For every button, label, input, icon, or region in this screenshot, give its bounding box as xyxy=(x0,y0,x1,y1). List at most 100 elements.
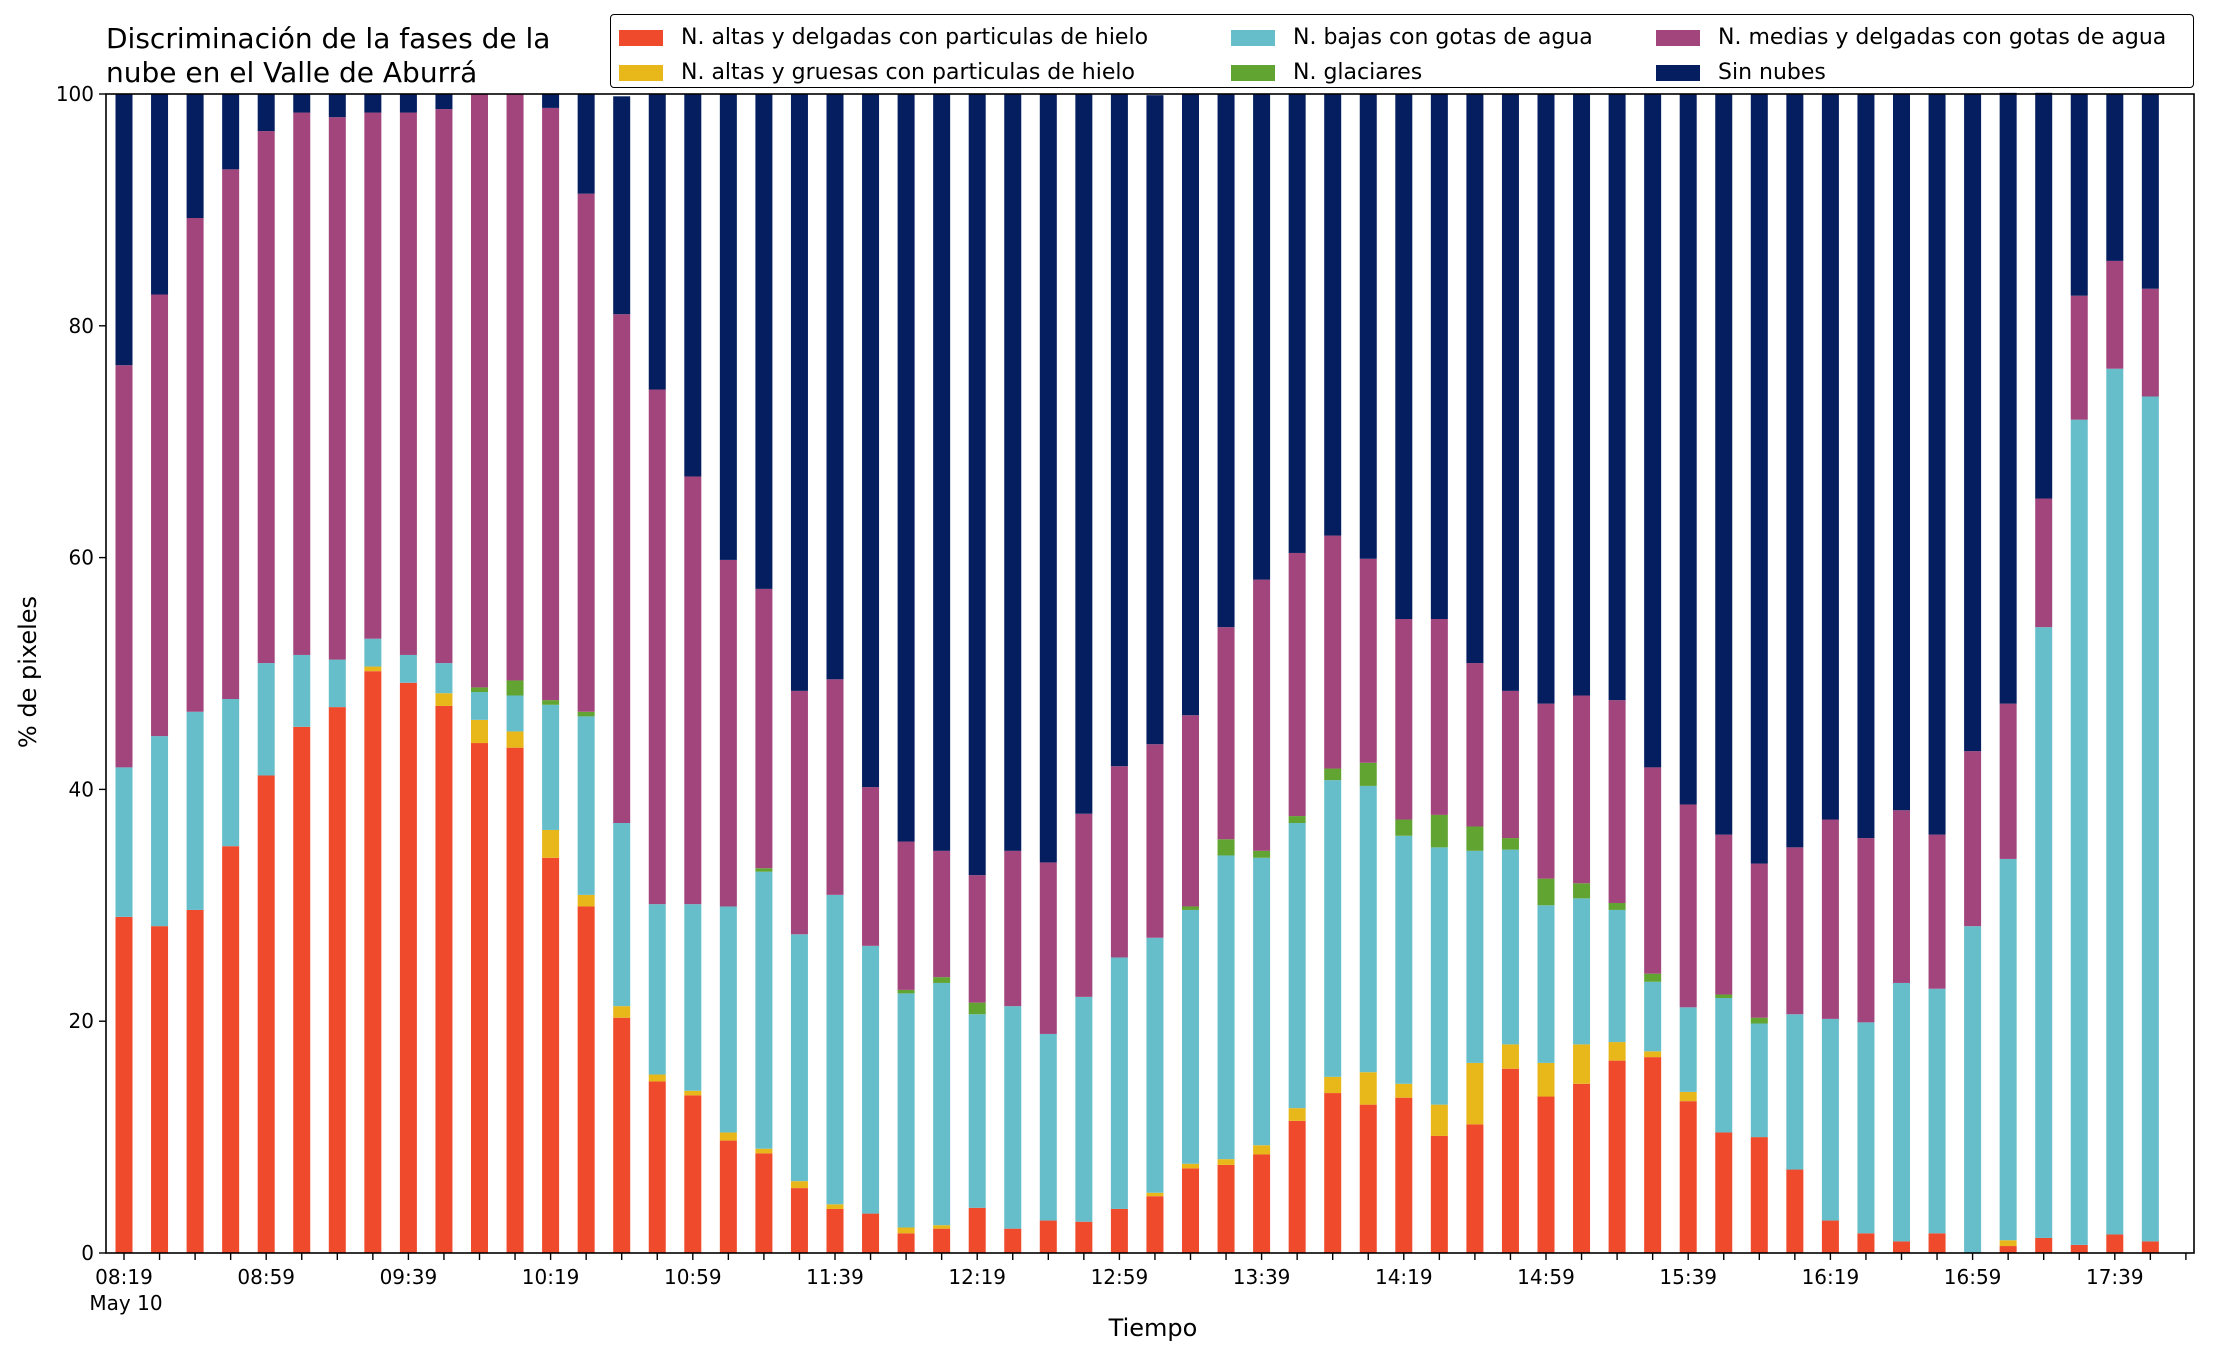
bar-segment-1 xyxy=(755,1153,773,1253)
bar-segment-2 xyxy=(1253,1145,1271,1155)
bar-segment-4 xyxy=(933,977,951,983)
chart-title: Discriminación de la fases de la nube en … xyxy=(106,22,550,90)
bar-segment-6 xyxy=(1466,94,1484,664)
bar-segment-3 xyxy=(1999,858,2017,1241)
axes-layer: 0 20 40 60 80 100 08:19 08:59 09:39 10:19 10:59 11:… xyxy=(56,82,2195,1315)
bar-segment-1 xyxy=(1608,1060,1626,1253)
legend-item: N. glaciares xyxy=(1231,60,1422,85)
bar-segment-1 xyxy=(2035,1237,2053,1253)
x-tick-label: 17:39 xyxy=(2086,1265,2144,1289)
bar-segment-2 xyxy=(897,1227,915,1234)
bar-segment-6 xyxy=(1893,94,1910,811)
bar-segment-2 xyxy=(719,1132,737,1141)
bar-segment-1 xyxy=(613,1017,631,1253)
bar-segment-2 xyxy=(1182,1163,1199,1169)
bar-segment-6 xyxy=(577,94,595,194)
bar-segment-1 xyxy=(2106,1234,2124,1253)
bar-segment-2 xyxy=(1537,1062,1555,1097)
bar-segment-6 xyxy=(1999,92,2017,704)
bar-segment-3 xyxy=(1928,988,1946,1234)
bar-segment-6 xyxy=(1964,94,1982,752)
bar-segment-6 xyxy=(328,94,346,118)
bar-segment-4 xyxy=(1608,902,1626,910)
bar-segment-1 xyxy=(115,916,133,1253)
bar-segment-2 xyxy=(1359,1072,1377,1105)
y-tick-label: 40 xyxy=(69,777,94,801)
bar-segment-5 xyxy=(684,476,702,905)
bar-segment-6 xyxy=(435,94,453,110)
bar-segment-3 xyxy=(115,767,133,917)
bars-layer xyxy=(115,92,2159,1253)
bar-segment-6 xyxy=(1039,94,1057,863)
bar-segment-3 xyxy=(1537,905,1555,1063)
bar-segment-3 xyxy=(790,934,808,1182)
y-tick-label: 80 xyxy=(69,314,94,338)
bar-segment-5 xyxy=(1786,847,1804,1015)
x-tick-label: 14:19 xyxy=(1375,1265,1433,1289)
bar-segment-4 xyxy=(577,711,595,717)
bar-segment-5 xyxy=(1964,751,1982,927)
bar-segment-4 xyxy=(471,687,488,693)
bar-segment-5 xyxy=(186,218,204,712)
bar-segment-5 xyxy=(115,365,133,768)
bar-segment-2 xyxy=(684,1090,702,1096)
bar-segment-6 xyxy=(293,94,311,113)
bar-segment-4 xyxy=(1501,838,1519,850)
legend-label: N. glaciares xyxy=(1293,60,1423,85)
bar-segment-5 xyxy=(1182,715,1199,907)
bar-segment-6 xyxy=(1004,94,1022,851)
bar-segment-3 xyxy=(1430,847,1448,1105)
legend-label: N. altas y delgadas con particulas de hi… xyxy=(681,25,1149,50)
bar-segment-3 xyxy=(968,1014,986,1208)
legend-item: N. altas y delgadas con particulas de hi… xyxy=(619,25,1148,50)
bar-segment-3 xyxy=(1573,898,1591,1045)
x-tick-label: 12:59 xyxy=(1091,1265,1149,1289)
bar-segment-3 xyxy=(1288,823,1306,1109)
bar-segment-5 xyxy=(790,690,808,935)
bar-segment-5 xyxy=(1324,535,1342,769)
legend-item: N. altas y gruesas con particulas de hie… xyxy=(619,60,1135,85)
bar-segment-3 xyxy=(1644,981,1662,1052)
bar-segment-3 xyxy=(826,894,844,1205)
bar-segment-4 xyxy=(1217,839,1235,856)
bar-segment-1 xyxy=(719,1140,737,1253)
bar-segment-2 xyxy=(826,1204,844,1209)
bar-segment-6 xyxy=(1110,94,1128,767)
bar-segment-1 xyxy=(1750,1137,1768,1253)
x-tick-label: 08:19 xyxy=(95,1265,153,1289)
x-tick-label: 12:19 xyxy=(948,1265,1006,1289)
bar-segment-1 xyxy=(790,1188,808,1253)
bar-segment-5 xyxy=(1928,834,1946,989)
bar-segment-5 xyxy=(1039,862,1057,1034)
bar-segment-2 xyxy=(1395,1083,1413,1098)
bar-segment-5 xyxy=(1359,558,1377,763)
bar-segment-3 xyxy=(151,736,169,927)
bar-segment-3 xyxy=(648,904,666,1075)
bar-segment-5 xyxy=(1999,703,2017,859)
bar-segment-6 xyxy=(257,94,275,132)
bar-segment-1 xyxy=(328,707,346,1253)
bar-segment-5 xyxy=(1004,850,1022,1007)
bar-segment-4 xyxy=(1573,883,1591,899)
bar-segment-6 xyxy=(399,94,417,113)
bar-segment-3 xyxy=(506,695,524,732)
bar-segment-6 xyxy=(684,94,702,477)
bar-segment-4 xyxy=(1715,994,1733,999)
bar-segment-3 xyxy=(222,699,240,847)
bar-segment-6 xyxy=(1146,95,1164,745)
plot-frame xyxy=(105,93,2195,1254)
bar-segment-4 xyxy=(897,989,915,994)
y-tick-label: 20 xyxy=(69,1009,94,1033)
bar-segment-6 xyxy=(1359,94,1377,559)
bar-segment-2 xyxy=(542,829,560,858)
bar-segment-2 xyxy=(506,731,524,748)
x-tick-label: 08:59 xyxy=(237,1265,295,1289)
bar-segment-5 xyxy=(862,787,880,946)
bar-segment-3 xyxy=(186,711,204,910)
bar-segment-3 xyxy=(755,871,773,1149)
bar-segment-5 xyxy=(826,679,844,895)
bar-segment-1 xyxy=(1679,1101,1697,1253)
bar-segment-4 xyxy=(1750,1017,1768,1024)
bar-segment-4 xyxy=(506,680,524,696)
bar-segment-3 xyxy=(1182,909,1199,1164)
